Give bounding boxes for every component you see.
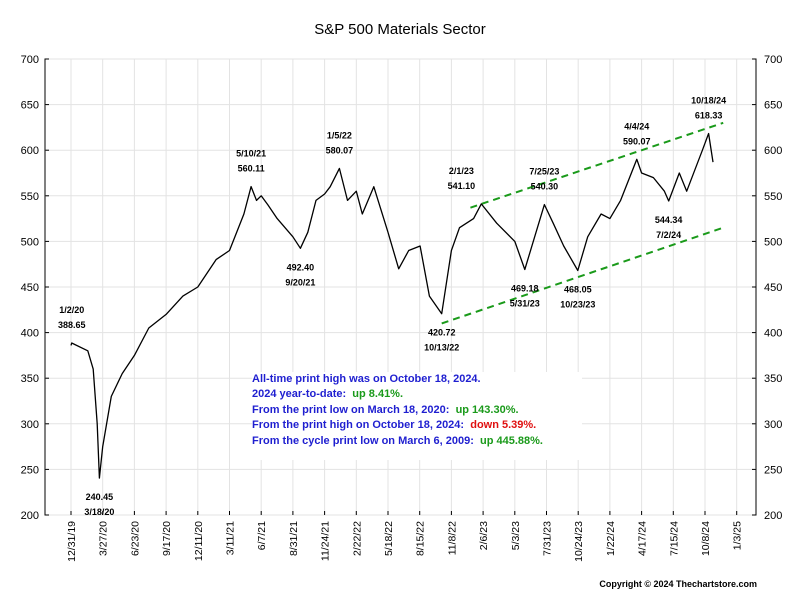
y-tick-label-left: 400 [21,328,39,340]
y-tick-label-right: 400 [764,328,782,340]
annotation-label: 1/2/20 [59,305,84,315]
stats-line-from-low: From the print low on March 18, 2020: up… [252,403,582,418]
annotation-label: 469.18 [511,284,539,294]
y-tick-label-right: 550 [764,191,782,203]
y-tick-label-left: 550 [21,191,39,203]
stats-from-low-value: up 143.30%. [455,403,519,416]
x-tick-label: 12/31/19 [66,521,78,562]
y-tick-label-right: 500 [764,236,782,248]
x-tick-label: 12/11/20 [193,521,205,561]
annotation-label: 5/10/21 [236,149,266,159]
x-tick-label: 4/17/24 [637,521,649,556]
trend-line [441,226,724,325]
chart-title: S&P 500 Materials Sector [314,21,485,38]
x-tick-label: 8/15/22 [415,521,427,556]
x-axis: 12/31/19 3/27/20 6/23/20 9/17/20 12/11/20 3/1… [66,511,744,562]
stats-from-high-value: down 5.39%. [470,419,537,432]
trend-layer [441,121,724,325]
x-tick-label: 3/27/20 [98,521,110,556]
y-tick-label-left: 350 [21,373,39,385]
annotation-value: 7/2/24 [656,230,681,240]
y-tick-label-left: 700 [21,54,39,66]
x-tick-label: 6/7/21 [256,521,268,550]
y-tick-label-right: 250 [764,464,782,476]
x-tick-label: 5/18/22 [383,521,395,556]
annotation-value: 10/23/23 [560,300,595,310]
annotation-value: 580.07 [326,145,354,155]
x-tick-label: 1/22/24 [605,521,617,556]
annotation-value: 9/20/21 [285,277,315,287]
stats-line-ytd: 2024 year-to-date: up 8.41%. [252,387,582,402]
annotation-value: 5/31/23 [510,299,540,309]
stats-from-high-label: From the print high on October 18, 2024: [252,419,465,432]
y-tick-label-right: 200 [764,510,782,522]
x-tick-label: 7/15/24 [668,521,680,556]
annotation-label: 4/4/24 [624,121,649,131]
annotation-label: 7/25/23 [529,167,559,177]
y-tick-label-left: 650 [21,100,39,112]
x-tick-label: 3/11/21 [225,521,237,555]
x-tick-label: 5/3/23 [510,521,522,550]
stats-cycle-low-label: From the cycle print low on March 6, 200… [252,434,474,447]
annotation-value: 541.10 [448,181,476,191]
x-tick-label: 11/8/22 [446,521,458,555]
x-tick-label: 7/31/23 [542,521,554,556]
grid-layer [45,58,756,516]
annotation-label: 2/1/23 [449,166,474,176]
x-tick-label: 8/31/21 [288,521,300,556]
annotation-value: 10/13/22 [424,343,459,353]
stats-line-ath: All-time print high was on October 18, 2… [252,372,582,387]
x-tick-label: 11/24/21 [320,521,332,561]
stats-box: All-time print high was on October 18, 2… [252,372,582,460]
x-tick-label: 9/17/20 [161,521,173,556]
y-tick-label-right: 450 [764,282,782,294]
annotation-value: 388.65 [58,320,86,330]
y-axis-left: 200 250 300 350 400 450 500 550 600 650 700 [21,54,49,522]
x-tick-label: 6/23/20 [129,521,141,556]
annotation-label: 492.40 [287,262,315,272]
y-tick-label-left: 450 [21,282,39,294]
x-tick-label: 2/6/23 [478,521,490,550]
annotation-label: 544.34 [655,215,683,225]
stats-line-cycle-low: From the cycle print low on March 6, 200… [252,434,582,449]
trend-line [470,121,724,209]
stats-line-from-high: From the print high on October 18, 2024:… [252,418,582,433]
x-tick-label: 2/22/22 [351,521,363,556]
stats-cycle-low-value: up 445.88%. [480,434,543,447]
y-tick-label-left: 600 [21,145,39,157]
annotation-value: 540.30 [531,182,559,192]
y-tick-label-left: 300 [21,419,39,431]
annotation-value: 590.07 [623,136,651,146]
y-tick-label-left: 200 [21,510,39,522]
y-tick-label-right: 300 [764,419,782,431]
annotation-label: 1/5/22 [327,130,352,140]
price-series-line [70,132,714,479]
annotation-label: 420.72 [428,328,456,338]
annotation-layer: 1/2/20 388.65 240.45 3/18/20 5/10/21 560.11 49… [58,95,726,517]
stats-ytd-value: up 8.41%. [352,388,404,401]
series-layer [70,132,714,479]
y-tick-label-right: 600 [764,145,782,157]
y-tick-label-right: 650 [764,100,782,112]
stats-line-ath-text: All-time print high was on October 18, 2… [252,373,481,385]
y-tick-label-left: 250 [21,464,39,476]
y-axis-right: 200 250 300 350 400 450 500 550 600 650 700 [752,54,782,522]
x-tick-label: 10/8/24 [700,521,712,556]
annotation-label: 468.05 [564,285,592,295]
annotation-label: 10/18/24 [691,95,726,105]
copyright-text: Copyright © 2024 Thechartstore.com [599,579,757,589]
stats-ytd-label: 2024 year-to-date: [252,388,347,401]
annotation-value: 618.33 [695,110,723,120]
y-tick-label-right: 350 [764,373,782,385]
y-tick-label-left: 500 [21,236,39,248]
stats-from-low-label: From the print low on March 18, 2020: [252,403,450,416]
annotation-value: 560.11 [238,164,265,174]
x-tick-label: 10/24/23 [573,521,585,562]
annotation-value: 3/18/20 [84,507,114,517]
x-tick-label: 1/3/25 [732,521,744,550]
y-tick-label-right: 700 [764,54,782,66]
annotation-label: 240.45 [86,492,114,502]
